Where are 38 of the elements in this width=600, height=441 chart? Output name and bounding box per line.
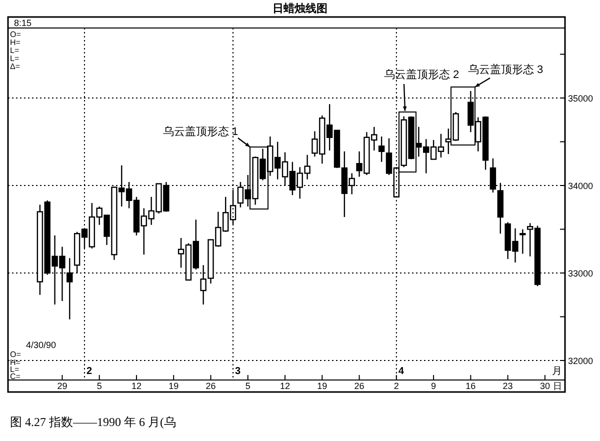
x-tick-label: 29 — [57, 381, 68, 391]
text: L= — [10, 54, 20, 63]
x-tick-label: 30 — [540, 381, 550, 391]
annotation: 3 — [235, 366, 242, 377]
chart-title: 日蜡烛线图 — [272, 2, 328, 15]
x-tick-label: 2 — [394, 381, 399, 391]
y-tick-label: 35000 — [568, 94, 594, 104]
text: C= — [10, 372, 21, 381]
text: O= — [10, 350, 22, 359]
annotation: 4/30/90 — [26, 340, 56, 350]
x-tick-label: 19 — [168, 381, 179, 391]
x-tick-label: 16 — [466, 381, 476, 391]
x-tick-label: 5 — [96, 381, 102, 391]
y-tick-label: 32000 — [568, 356, 594, 366]
x-tick-label: 19 — [317, 381, 328, 391]
text: H= — [10, 358, 21, 367]
x-tick-label: 26 — [354, 381, 364, 391]
annotation: 乌云盖顶形态 2 — [384, 68, 460, 81]
y-tick-label: 33000 — [568, 268, 594, 278]
x-tick-label: 5 — [245, 381, 250, 391]
x-tick-label: 26 — [206, 381, 216, 391]
annotation: 乌云盖顶形态 3 — [468, 63, 544, 76]
text: L= — [10, 365, 20, 374]
x-tick-label: 12 — [280, 381, 290, 391]
text: H= — [10, 38, 21, 47]
caption: 图 4.27 指数——1990 年 6 月(乌 — [10, 415, 176, 429]
x-tick-label: 12 — [131, 381, 142, 391]
text: 8:15 — [14, 18, 32, 28]
x-tick-label: 9 — [431, 381, 436, 391]
text: Δ= — [10, 62, 20, 71]
x-tick-label: 23 — [502, 381, 513, 391]
annotation: 2 — [86, 366, 92, 377]
y-tick-label: 34000 — [568, 181, 594, 191]
x-axis-title: 日 — [553, 381, 562, 391]
text: O= — [10, 30, 22, 39]
text: 月 — [552, 366, 562, 377]
text: L= — [10, 46, 20, 55]
annotation: 4 — [398, 366, 404, 377]
